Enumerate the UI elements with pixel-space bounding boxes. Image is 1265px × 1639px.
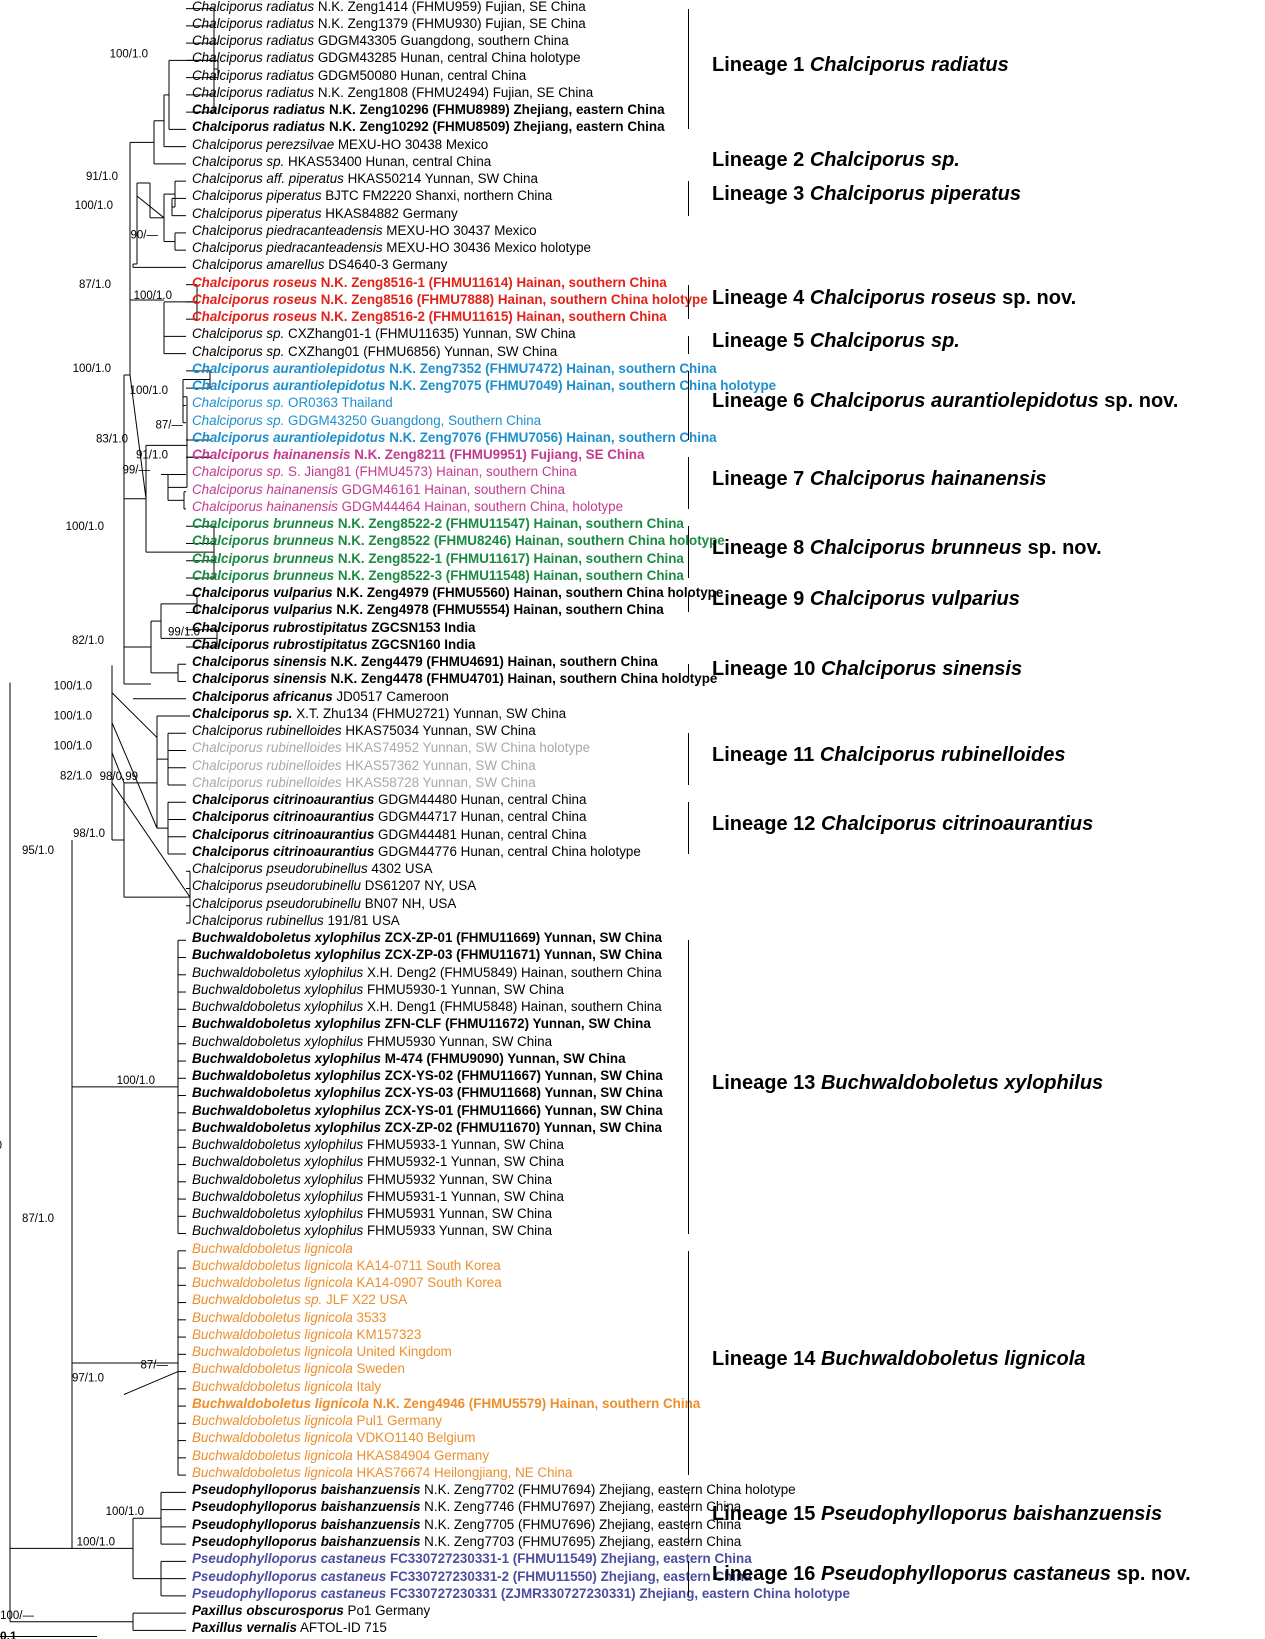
svg-text:100/1.0: 100/1.0 — [117, 1075, 155, 1087]
svg-text:100/1.0: 100/1.0 — [77, 1536, 115, 1548]
svg-text:100/1.0: 100/1.0 — [0, 1140, 2, 1152]
svg-text:100/1.0: 100/1.0 — [54, 711, 92, 723]
svg-text:99/—: 99/— — [123, 464, 151, 476]
svg-text:100/1.0: 100/1.0 — [66, 521, 104, 533]
svg-text:100/1.0: 100/1.0 — [134, 290, 172, 302]
svg-text:100/—: 100/— — [0, 1610, 34, 1622]
svg-text:100/1.0: 100/1.0 — [54, 741, 92, 753]
svg-text:87/1.0: 87/1.0 — [22, 1213, 54, 1225]
svg-text:100/1.0: 100/1.0 — [75, 200, 113, 212]
svg-text:82/1.0: 82/1.0 — [72, 635, 104, 647]
svg-text:87/—: 87/— — [141, 1360, 169, 1372]
svg-text:98/1.0: 98/1.0 — [73, 828, 105, 840]
svg-text:87/—: 87/— — [156, 419, 184, 431]
svg-text:91/1.0: 91/1.0 — [136, 449, 168, 461]
svg-text:83/1.0: 83/1.0 — [96, 433, 128, 445]
svg-text:90/—: 90/— — [131, 230, 159, 242]
svg-text:95/1.0: 95/1.0 — [22, 845, 54, 857]
svg-text:87/1.0: 87/1.0 — [79, 279, 111, 291]
svg-text:100/1.0: 100/1.0 — [106, 1506, 144, 1518]
svg-text:82/1.0: 82/1.0 — [60, 771, 92, 783]
svg-text:100/1.0: 100/1.0 — [54, 681, 92, 693]
svg-text:100/1.0: 100/1.0 — [130, 385, 168, 397]
svg-text:98/0.99: 98/0.99 — [100, 771, 138, 783]
svg-text:100/1.0: 100/1.0 — [73, 363, 111, 375]
svg-text:100/1.0: 100/1.0 — [110, 48, 148, 60]
svg-text:91/1.0: 91/1.0 — [86, 171, 118, 183]
svg-text:97/1.0: 97/1.0 — [72, 1373, 104, 1385]
